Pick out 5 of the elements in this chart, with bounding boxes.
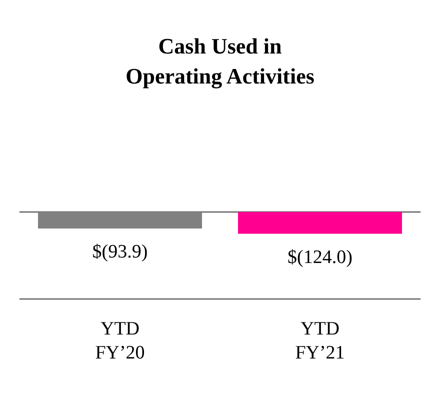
data-label: $(124.0) [288, 246, 352, 268]
x-tick-label: YTD FY’21 [295, 318, 345, 364]
chart-title: Cash Used in Operating Activities [126, 34, 315, 88]
data-label: $(93.9) [92, 241, 148, 262]
x-tick-label: YTD FY’20 [95, 318, 145, 364]
